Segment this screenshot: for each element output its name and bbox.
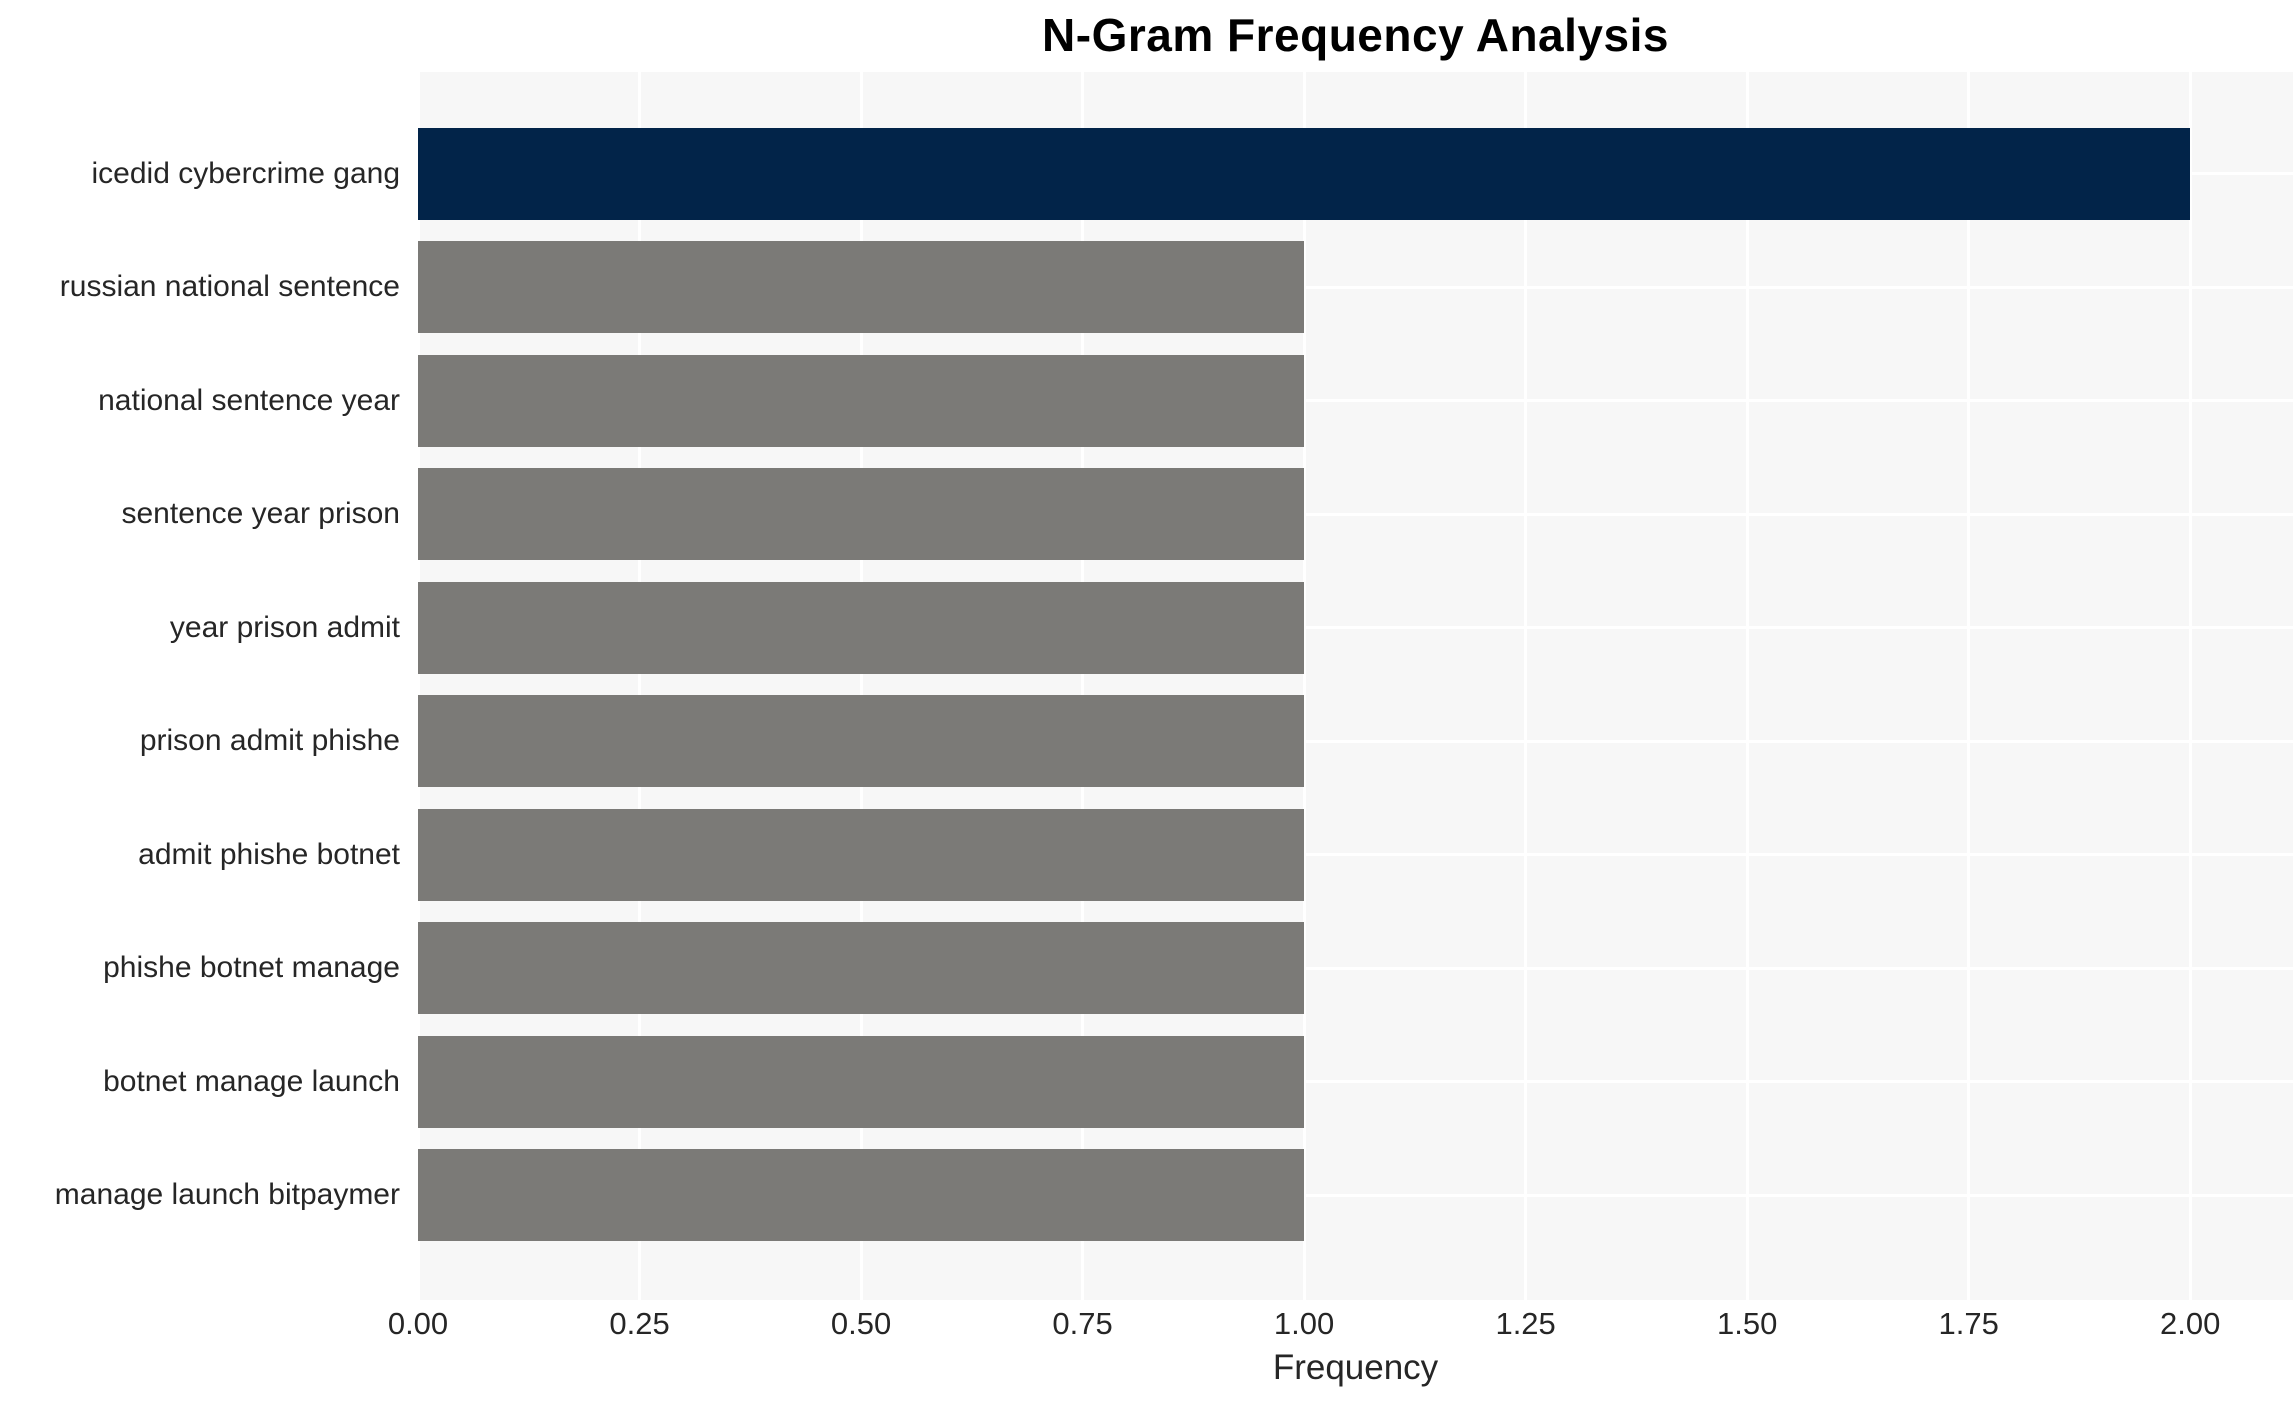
bar-year-prison-admit <box>418 581 1305 674</box>
y-tick-label: sentence year prison <box>121 497 401 530</box>
gridline-vertical <box>1524 72 1528 1300</box>
gridline-horizontal <box>418 626 2293 629</box>
x-tick-label: 1.25 <box>1495 1306 1556 1341</box>
chart-title: N-Gram Frequency Analysis <box>1042 9 1669 61</box>
y-tick-label: year prison admit <box>169 610 400 644</box>
x-tick-label: 1.50 <box>1716 1306 1778 1341</box>
y-tick-label: prison admit phishe <box>139 724 400 757</box>
gridline-vertical <box>638 72 642 1300</box>
plot-area <box>416 72 2293 1300</box>
y-tick-label: icedid cybercrime gang <box>91 156 400 190</box>
gridline-vertical <box>859 72 863 1300</box>
x-tick-label: 1.75 <box>1938 1306 1999 1341</box>
bar-botnet-manage-launch <box>418 1035 1305 1128</box>
gridline-horizontal <box>418 853 2293 856</box>
bar-phishe-botnet-manage <box>418 922 1305 1014</box>
gridline-vertical <box>1967 72 1971 1300</box>
gridline-vertical <box>2188 72 2192 1300</box>
bar-national-sentence-year <box>418 354 1305 447</box>
bar-icedid-cybercrime-gang <box>418 127 2191 220</box>
x-tick-label: 0.25 <box>609 1306 670 1341</box>
gridline-horizontal <box>418 285 2293 289</box>
x-tick-label: 0.00 <box>387 1306 449 1341</box>
gridline-horizontal <box>418 1193 2293 1197</box>
y-tick-label: botnet manage launch <box>103 1064 400 1098</box>
gridline-horizontal <box>418 739 2293 743</box>
bar-sentence-year-prison <box>418 468 1305 560</box>
x-tick-label: 1.00 <box>1273 1306 1335 1341</box>
gridline-vertical <box>1081 72 1085 1300</box>
y-tick-label: phishe botnet manage <box>103 951 400 984</box>
gridline-horizontal <box>418 1080 2293 1083</box>
y-tick-label: national sentence year <box>98 383 400 417</box>
x-axis-ticks: 0.00 0.25 0.50 0.75 1.00 1.25 1.50 1.75 2.00 <box>388 1306 2293 1350</box>
y-axis-labels: icedid cybercrime gang russian national s… <box>0 72 400 1300</box>
x-tick-label: 0.50 <box>830 1306 892 1341</box>
bar-admit-phishe-botnet <box>418 808 1305 901</box>
bar-russian-national-sentence <box>418 241 1305 333</box>
x-tick-label: 0.75 <box>1052 1306 1113 1341</box>
x-tick-label: 2.00 <box>2160 1306 2221 1341</box>
gridline-horizontal <box>418 966 2293 970</box>
y-tick-label: admit phishe botnet <box>138 837 400 871</box>
bar-manage-launch-bitpaymer <box>418 1149 1305 1241</box>
gridline-vertical <box>1745 72 1749 1300</box>
x-axis-label: Frequency <box>1272 1348 1439 1387</box>
gridline-vertical <box>416 72 420 1300</box>
gridline-vertical <box>1302 72 1306 1300</box>
y-tick-label: russian national sentence <box>59 270 400 303</box>
gridline-horizontal <box>418 512 2293 516</box>
gridline-horizontal <box>418 399 2293 402</box>
y-tick-label: manage launch bitpaymer <box>54 1178 400 1211</box>
bar-prison-admit-phishe <box>418 695 1305 787</box>
